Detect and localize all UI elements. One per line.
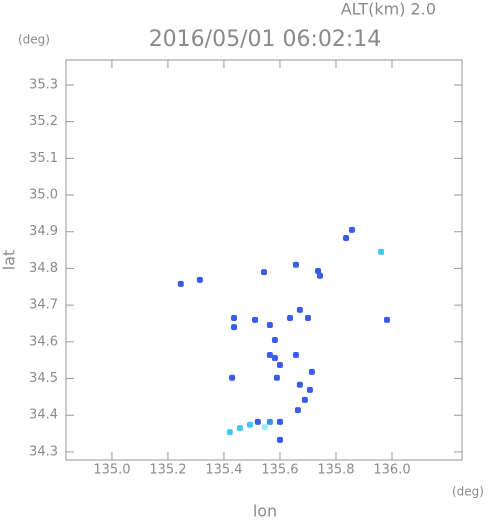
echo-point xyxy=(276,436,283,443)
echo-point xyxy=(301,396,308,403)
echo-point xyxy=(276,361,283,368)
echo-point xyxy=(294,407,301,414)
echo-point xyxy=(343,234,350,241)
echo-point xyxy=(348,226,355,233)
echo-point xyxy=(292,352,299,359)
echo-point xyxy=(254,418,261,425)
chart-title: 2016/05/01 06:02:14 xyxy=(149,27,382,52)
echo-point xyxy=(296,306,303,313)
echo-point xyxy=(273,374,280,381)
echo-point xyxy=(317,272,324,279)
echo-point xyxy=(304,314,311,321)
y-tick-label: 35.0 xyxy=(29,188,58,203)
echo-point xyxy=(266,418,273,425)
x-tick-label: 135.8 xyxy=(317,463,354,478)
y-tick-label: 34.6 xyxy=(29,334,58,349)
echo-point xyxy=(266,321,273,328)
echo-point xyxy=(236,425,243,432)
y-tick-label: 34.5 xyxy=(29,371,58,386)
echo-point xyxy=(252,316,259,323)
echo-point xyxy=(226,429,233,436)
echo-point xyxy=(229,374,236,381)
echo-point xyxy=(246,421,253,428)
x-tick-label: 135.6 xyxy=(261,463,298,478)
echo-point xyxy=(261,269,267,276)
echo-point xyxy=(287,314,294,321)
x-tick-label: 136.0 xyxy=(373,463,410,478)
y-tick-label: 35.1 xyxy=(29,151,58,166)
x-tick-label: 135.4 xyxy=(205,463,242,478)
x-unit: (deg) xyxy=(452,485,484,499)
echo-point xyxy=(315,268,322,275)
y-axis-label: lat xyxy=(0,250,19,271)
echo-point xyxy=(276,418,283,425)
echo-point xyxy=(383,316,390,323)
echo-point xyxy=(271,337,278,343)
x-tick-label: 135.2 xyxy=(149,463,186,478)
echo-point xyxy=(196,276,203,283)
y-tick-label: 34.4 xyxy=(29,408,58,423)
y-tick-label: 34.8 xyxy=(29,261,58,276)
echo-point xyxy=(231,324,238,331)
altitude-annotation: ALT(km) 2.0 xyxy=(341,0,436,19)
echo-point xyxy=(266,352,273,359)
plot-frame xyxy=(65,59,463,461)
echo-point xyxy=(177,280,184,287)
echo-point xyxy=(231,314,238,321)
y-tick-label: 35.2 xyxy=(29,114,58,129)
y-tick-label: 34.7 xyxy=(29,298,58,313)
y-tick-label: 35.3 xyxy=(29,77,58,92)
y-tick-label: 34.9 xyxy=(29,224,58,239)
echo-point xyxy=(308,368,315,375)
echo-point xyxy=(296,381,303,388)
x-axis-label: lon xyxy=(253,502,277,521)
echo-point xyxy=(378,248,385,255)
y-tick-label: 34.3 xyxy=(29,444,58,459)
echo-point xyxy=(261,423,268,430)
y-unit: (deg) xyxy=(18,33,50,47)
echo-point xyxy=(271,354,278,361)
echo-point xyxy=(306,386,313,393)
echo-point xyxy=(292,261,299,268)
x-tick-label: 135.0 xyxy=(93,463,130,478)
